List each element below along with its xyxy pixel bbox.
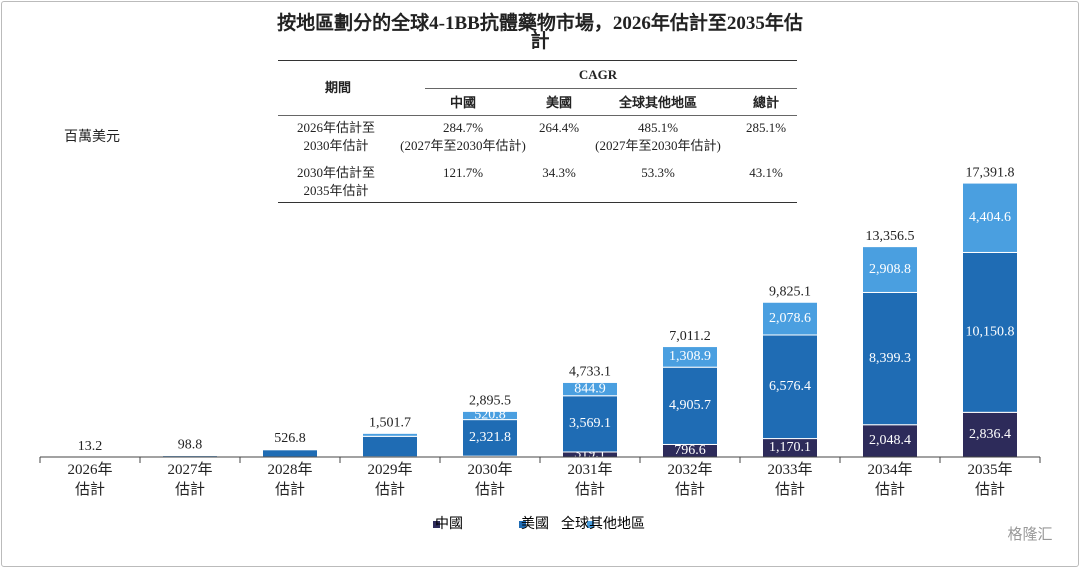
x-tick-label: 2030年 估計 <box>467 462 513 498</box>
table-cell: 121.7% <box>442 165 484 180</box>
unit-label: 百萬美元 <box>64 130 120 145</box>
x-tick-label: 2034年 估計 <box>867 462 913 498</box>
table-note: (2027年至2030年估計) <box>400 138 526 153</box>
table-period: 2030年估計至 2035年估計 <box>296 165 376 198</box>
watermark: 格隆汇 <box>1007 525 1053 543</box>
legend-label: 全球其他地區 <box>561 515 645 532</box>
bar-segment <box>662 346 718 368</box>
table-header: 期間 <box>324 80 352 95</box>
total-label: 13,356.5 <box>866 229 915 244</box>
table-rule <box>425 88 797 89</box>
table-column-header: 美國 <box>545 95 573 110</box>
total-label: 526.8 <box>274 431 306 446</box>
bar-segment <box>762 301 818 336</box>
bar-segment <box>362 435 418 458</box>
legend-marker <box>519 521 526 528</box>
segment-label: 8,399.3 <box>869 351 911 366</box>
bar-segment <box>862 291 918 426</box>
table-rule <box>278 60 797 61</box>
segment-label: 1,308.9 <box>669 349 711 364</box>
x-tick-label: 2027年 估計 <box>167 462 213 498</box>
bar-segment <box>462 410 518 421</box>
table-cell: 43.1% <box>749 165 783 180</box>
table-cell: 53.3% <box>641 165 675 180</box>
bar-segment <box>462 419 518 457</box>
segment-label: 2,908.8 <box>869 262 911 277</box>
table-note: (2027年至2030年估計) <box>595 138 721 153</box>
x-tick-label: 2032年 估計 <box>667 462 713 498</box>
chart-title: 按地區劃分的全球4-1BB抗體藥物市場，2026年估計至2035年估計 <box>277 13 803 52</box>
total-label: 17,391.8 <box>966 165 1015 180</box>
x-tick-label: 2028年 估計 <box>267 462 313 498</box>
table-column-header: 中國 <box>449 95 477 110</box>
table-cell: 284.7% <box>442 120 484 135</box>
bar-segment <box>862 246 918 293</box>
table-cell: 34.3% <box>542 165 576 180</box>
table-column-header: 總計 <box>752 95 780 110</box>
table-header: CAGR <box>578 67 618 82</box>
x-tick-label: 2029年 估計 <box>367 462 413 498</box>
table-cell: 285.1% <box>745 120 787 135</box>
bar-segment <box>562 395 618 453</box>
bar-segment <box>662 366 718 445</box>
table-cell: 485.1% <box>637 120 679 135</box>
segment-label: 6,576.4 <box>769 379 811 394</box>
table-rule <box>278 115 797 116</box>
legend-label: 美國 <box>521 516 549 532</box>
segment-label: 10,150.8 <box>966 325 1015 340</box>
total-label: 13.2 <box>78 439 103 454</box>
segment-label: 3,569.1 <box>569 416 611 431</box>
total-label: 2,895.5 <box>469 394 511 409</box>
segment-label: 520.8 <box>474 408 506 423</box>
x-tick-label: 2026年 估計 <box>67 462 113 498</box>
segment-label: 2,321.8 <box>469 430 511 445</box>
total-label: 9,825.1 <box>769 284 811 299</box>
segment-label: 844.9 <box>574 381 606 396</box>
table-cell: 264.4% <box>538 120 580 135</box>
bar-segment <box>262 448 318 451</box>
total-label: 4,733.1 <box>569 365 611 380</box>
table-column-header: 全球其他地區 <box>618 95 698 110</box>
x-tick-label: 2033年 估計 <box>767 462 813 498</box>
segment-label: 2,048.4 <box>869 433 911 448</box>
total-label: 7,011.2 <box>669 329 710 344</box>
total-label: 98.8 <box>178 438 203 453</box>
x-tick-label: 2035年 估計 <box>967 462 1013 498</box>
x-tick-label: 2031年 估計 <box>567 462 613 498</box>
segment-label: 796.6 <box>674 443 706 458</box>
bar-segment <box>362 432 418 437</box>
table-period: 2026年估計至 2030年估計 <box>296 120 376 153</box>
bar-segment <box>962 251 1018 413</box>
bar-segment <box>562 381 618 397</box>
legend-marker <box>433 521 440 528</box>
legend-marker <box>587 521 594 528</box>
segment-label: 4,404.6 <box>969 210 1011 225</box>
bar-segment <box>862 424 918 458</box>
table-rule <box>278 202 797 203</box>
segment-label: 2,836.4 <box>969 427 1011 442</box>
legend-label: 中國 <box>435 516 463 532</box>
segment-label: 4,905.7 <box>669 398 711 413</box>
bar-segment <box>962 182 1018 253</box>
segment-label: 2,078.6 <box>769 311 811 326</box>
total-label: 1,501.7 <box>369 416 411 431</box>
bar-segment <box>262 449 318 458</box>
segment-label: 1,170.1 <box>769 440 811 455</box>
bar-segment <box>762 334 818 440</box>
